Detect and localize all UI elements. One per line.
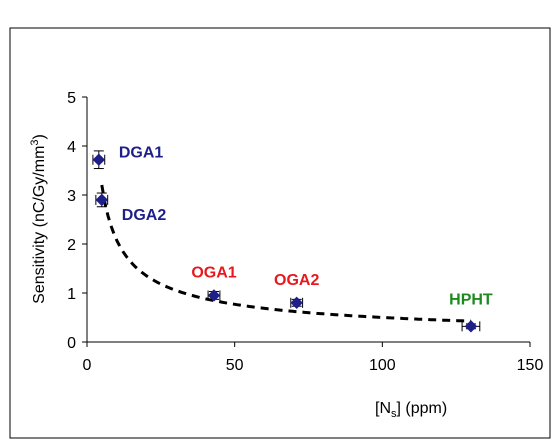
data-point-oga2: OGA2 [274, 272, 319, 310]
x-tick-label: 50 [226, 357, 244, 374]
x-tick-label: 100 [369, 357, 396, 374]
y-tick-label: 5 [67, 90, 76, 107]
chart-border [9, 27, 551, 439]
y-tick-label: 1 [67, 286, 76, 303]
point-label: DGA1 [119, 145, 164, 162]
point-label: HPHT [449, 291, 493, 308]
x-axis-title: [Ns] (ppm) [375, 400, 447, 420]
data-point-dga1: DGA1 [92, 145, 164, 170]
y-tick-label: 2 [67, 237, 76, 254]
point-label: DGA2 [122, 207, 167, 224]
point-label: OGA1 [191, 264, 236, 281]
point-label: OGA2 [274, 272, 319, 289]
y-tick-label: 4 [67, 139, 76, 156]
diamond-marker [464, 320, 478, 333]
data-point-hpht: HPHT [449, 291, 493, 333]
data-point-dga2: DGA2 [95, 192, 167, 224]
diamond-marker [95, 193, 108, 207]
y-tick-label: 3 [67, 188, 76, 205]
x-tick-label: 150 [517, 357, 544, 374]
y-axis-title: Sensitivity (nC/Gy/mm3) [29, 134, 48, 304]
diamond-marker [207, 289, 221, 302]
y-tick-label: 0 [67, 335, 76, 352]
data-point-oga1: OGA1 [191, 264, 237, 302]
diamond-marker [290, 296, 303, 310]
x-tick-label: 0 [83, 357, 92, 374]
diamond-marker [92, 153, 106, 166]
